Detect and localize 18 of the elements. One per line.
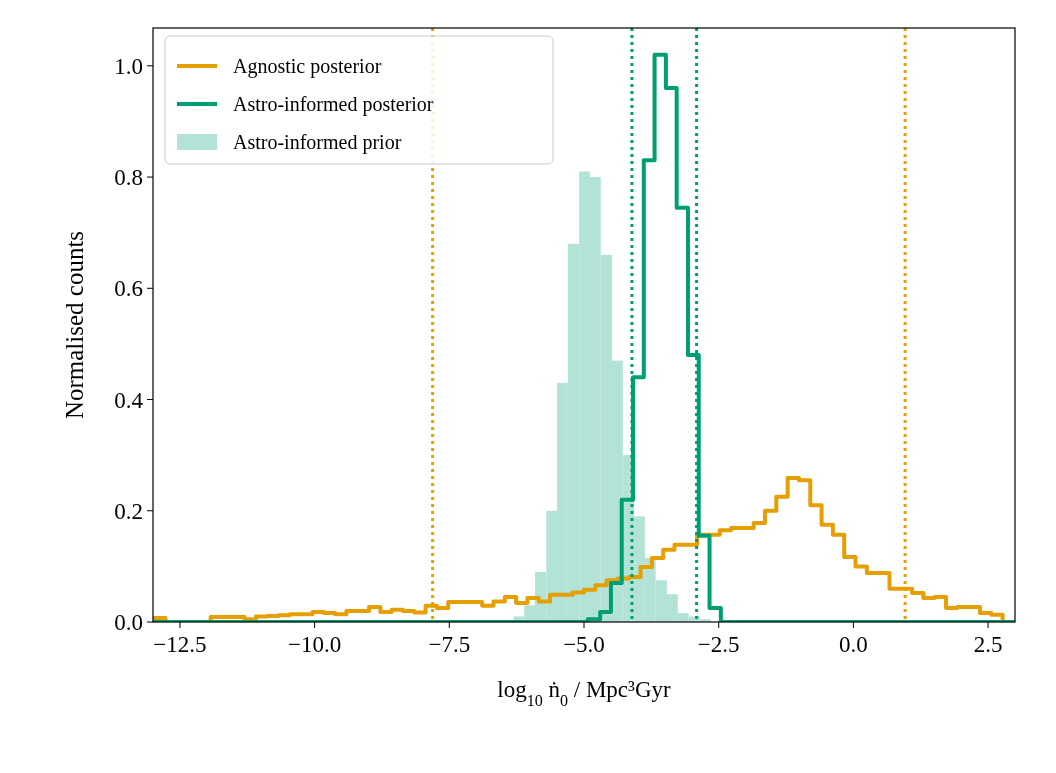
x-axis-title: log$_{10}$ ṅ$_{0}$ / Mpc³Gyr	[497, 677, 672, 709]
x-tick-label: −5.0	[563, 632, 605, 657]
x-tick-label: −10.0	[288, 632, 342, 657]
y-tick-label: 0.8	[114, 165, 143, 191]
y-axis-title: Normalised counts	[61, 230, 88, 420]
x-tick-label: −2.5	[697, 632, 740, 657]
legend-label: Astro-informed posterior	[233, 93, 434, 116]
y-tick-label: 0.4	[114, 387, 144, 413]
legend-label: Agnostic posterior	[233, 55, 382, 78]
x-tick-label: −7.5	[428, 632, 471, 657]
y-tick-label: 1.0	[114, 53, 143, 79]
y-tick-label: 0.6	[114, 276, 143, 302]
legend-label: Astro-informed prior	[233, 131, 402, 154]
x-tick-label: 0.0	[839, 632, 868, 657]
y-tick-label: 0.0	[114, 610, 143, 636]
x-tick-label: −12.5	[153, 632, 207, 657]
y-tick-label: 0.2	[114, 498, 143, 524]
x-tick-label: 2.5	[973, 632, 1003, 657]
